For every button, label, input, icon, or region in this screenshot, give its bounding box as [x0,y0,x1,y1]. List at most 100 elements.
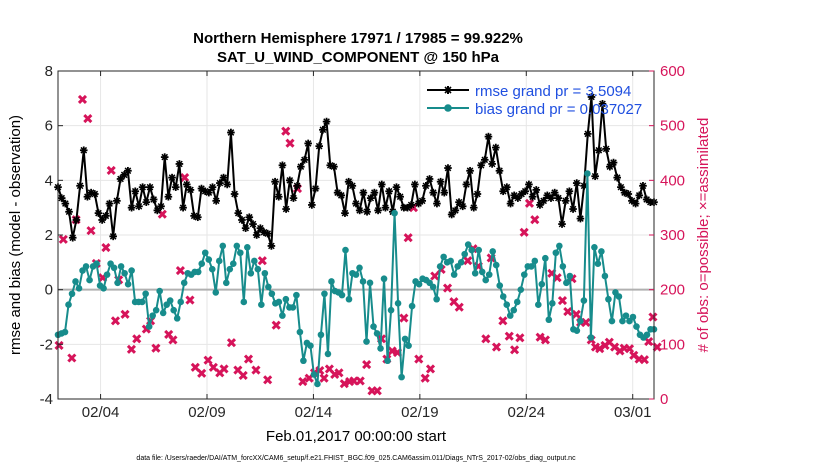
bias-point [258,301,265,309]
rmse-point [591,172,599,181]
assimilated-obs-point [67,353,77,363]
rmse-point [227,128,235,137]
rmse-point [285,176,294,185]
rmse-point [617,183,625,191]
assimilated-obs-point [425,364,436,374]
assimilated-obs-point [535,332,545,342]
rmse-point [267,242,276,250]
rmse-point [57,194,66,202]
bias-point [103,271,111,278]
rmse-point [330,162,338,171]
bias-point [215,257,223,265]
bias-point [114,279,121,287]
rmse-point [157,202,165,211]
y-right-axis-label: # of obs: o=possible; ×=assimilated [695,118,712,353]
bias-point [293,291,300,299]
bias-point [61,328,69,336]
assimilated-obs-point [175,265,185,276]
rmse-point [635,191,644,200]
bias-point [212,289,220,296]
rmse-point [370,188,379,197]
assimilated-obs-point [648,312,658,322]
rmse-point [363,207,371,216]
assimilated-obs-point [126,344,136,354]
rmse-point [462,180,471,189]
rmse-point [587,93,596,101]
bias-point [433,295,440,303]
rmse-point [473,190,482,198]
rmse-point [256,224,265,232]
bias-point [93,260,100,268]
rmse-point [245,213,254,222]
rmse-point [311,184,320,193]
bias-point [622,312,630,319]
rmse-point [466,166,474,175]
bias-point [394,300,402,307]
assimilated-obs-point [238,370,248,381]
bias-point [475,246,483,254]
assimilated-obs-point [420,373,430,383]
y-left-tick-label: 0 [45,282,53,299]
rmse-point [249,220,257,228]
bias-point [450,271,458,278]
bias-point [142,290,149,298]
rmse-point [278,161,287,170]
rmse-point [433,199,441,208]
bias-point [499,293,507,300]
bias-point [563,279,570,287]
bias-point [608,317,616,325]
bias-point [580,297,588,304]
bias-point [352,271,360,278]
bias-point [149,312,156,319]
rmse-point [477,161,485,170]
rmse-point [444,164,452,172]
x-axis-label: Feb.01,2017 00:00:00 start [266,428,447,445]
rmse-point [355,206,364,215]
rmse-point [561,197,570,205]
rmse-point [451,206,460,215]
bias-point [489,248,497,255]
rmse-point [422,182,430,190]
rmse-point [359,188,368,197]
rmse-point [639,182,647,190]
rmse-point [583,130,592,138]
y-right-tick-label: 400 [660,172,685,189]
rmse-point [168,173,176,182]
rmse-point [293,182,301,190]
rmse-point [124,166,132,175]
assimilated-obs-point [281,126,291,136]
bias-point [328,278,335,285]
rmse-point [521,187,530,196]
bias-point [492,261,500,269]
rmse-point [94,209,103,217]
assimilated-obs-point [263,375,273,385]
x-tick-label: 02/19 [401,404,439,421]
assimilated-obs-point [257,256,267,266]
assimilated-obs-point [271,320,281,330]
y-left-tick-label: -4 [40,391,53,408]
bias-point [415,280,423,288]
bias-point [121,269,128,277]
legend-bias-marker [444,104,452,112]
bias-point [542,254,549,262]
assimilated-obs-point [54,340,64,350]
bias-point [520,271,528,278]
assimilated-obs-point [442,283,453,293]
bias-point [615,293,623,300]
rmse-point [175,160,184,168]
bias-point [110,264,118,272]
x-tick-label: 02/09 [188,404,226,421]
rmse-point [440,188,449,197]
rmse-point [219,173,228,182]
rmse-point [282,205,290,213]
bias-point [289,304,297,311]
rmse-point [609,158,618,167]
rmse-point [304,139,312,148]
rmse-point [109,232,117,241]
rmse-point [374,206,382,215]
rmse-point [580,182,588,190]
bias-point [247,269,255,277]
rmse-point [480,156,489,164]
rmse-point [429,188,438,197]
